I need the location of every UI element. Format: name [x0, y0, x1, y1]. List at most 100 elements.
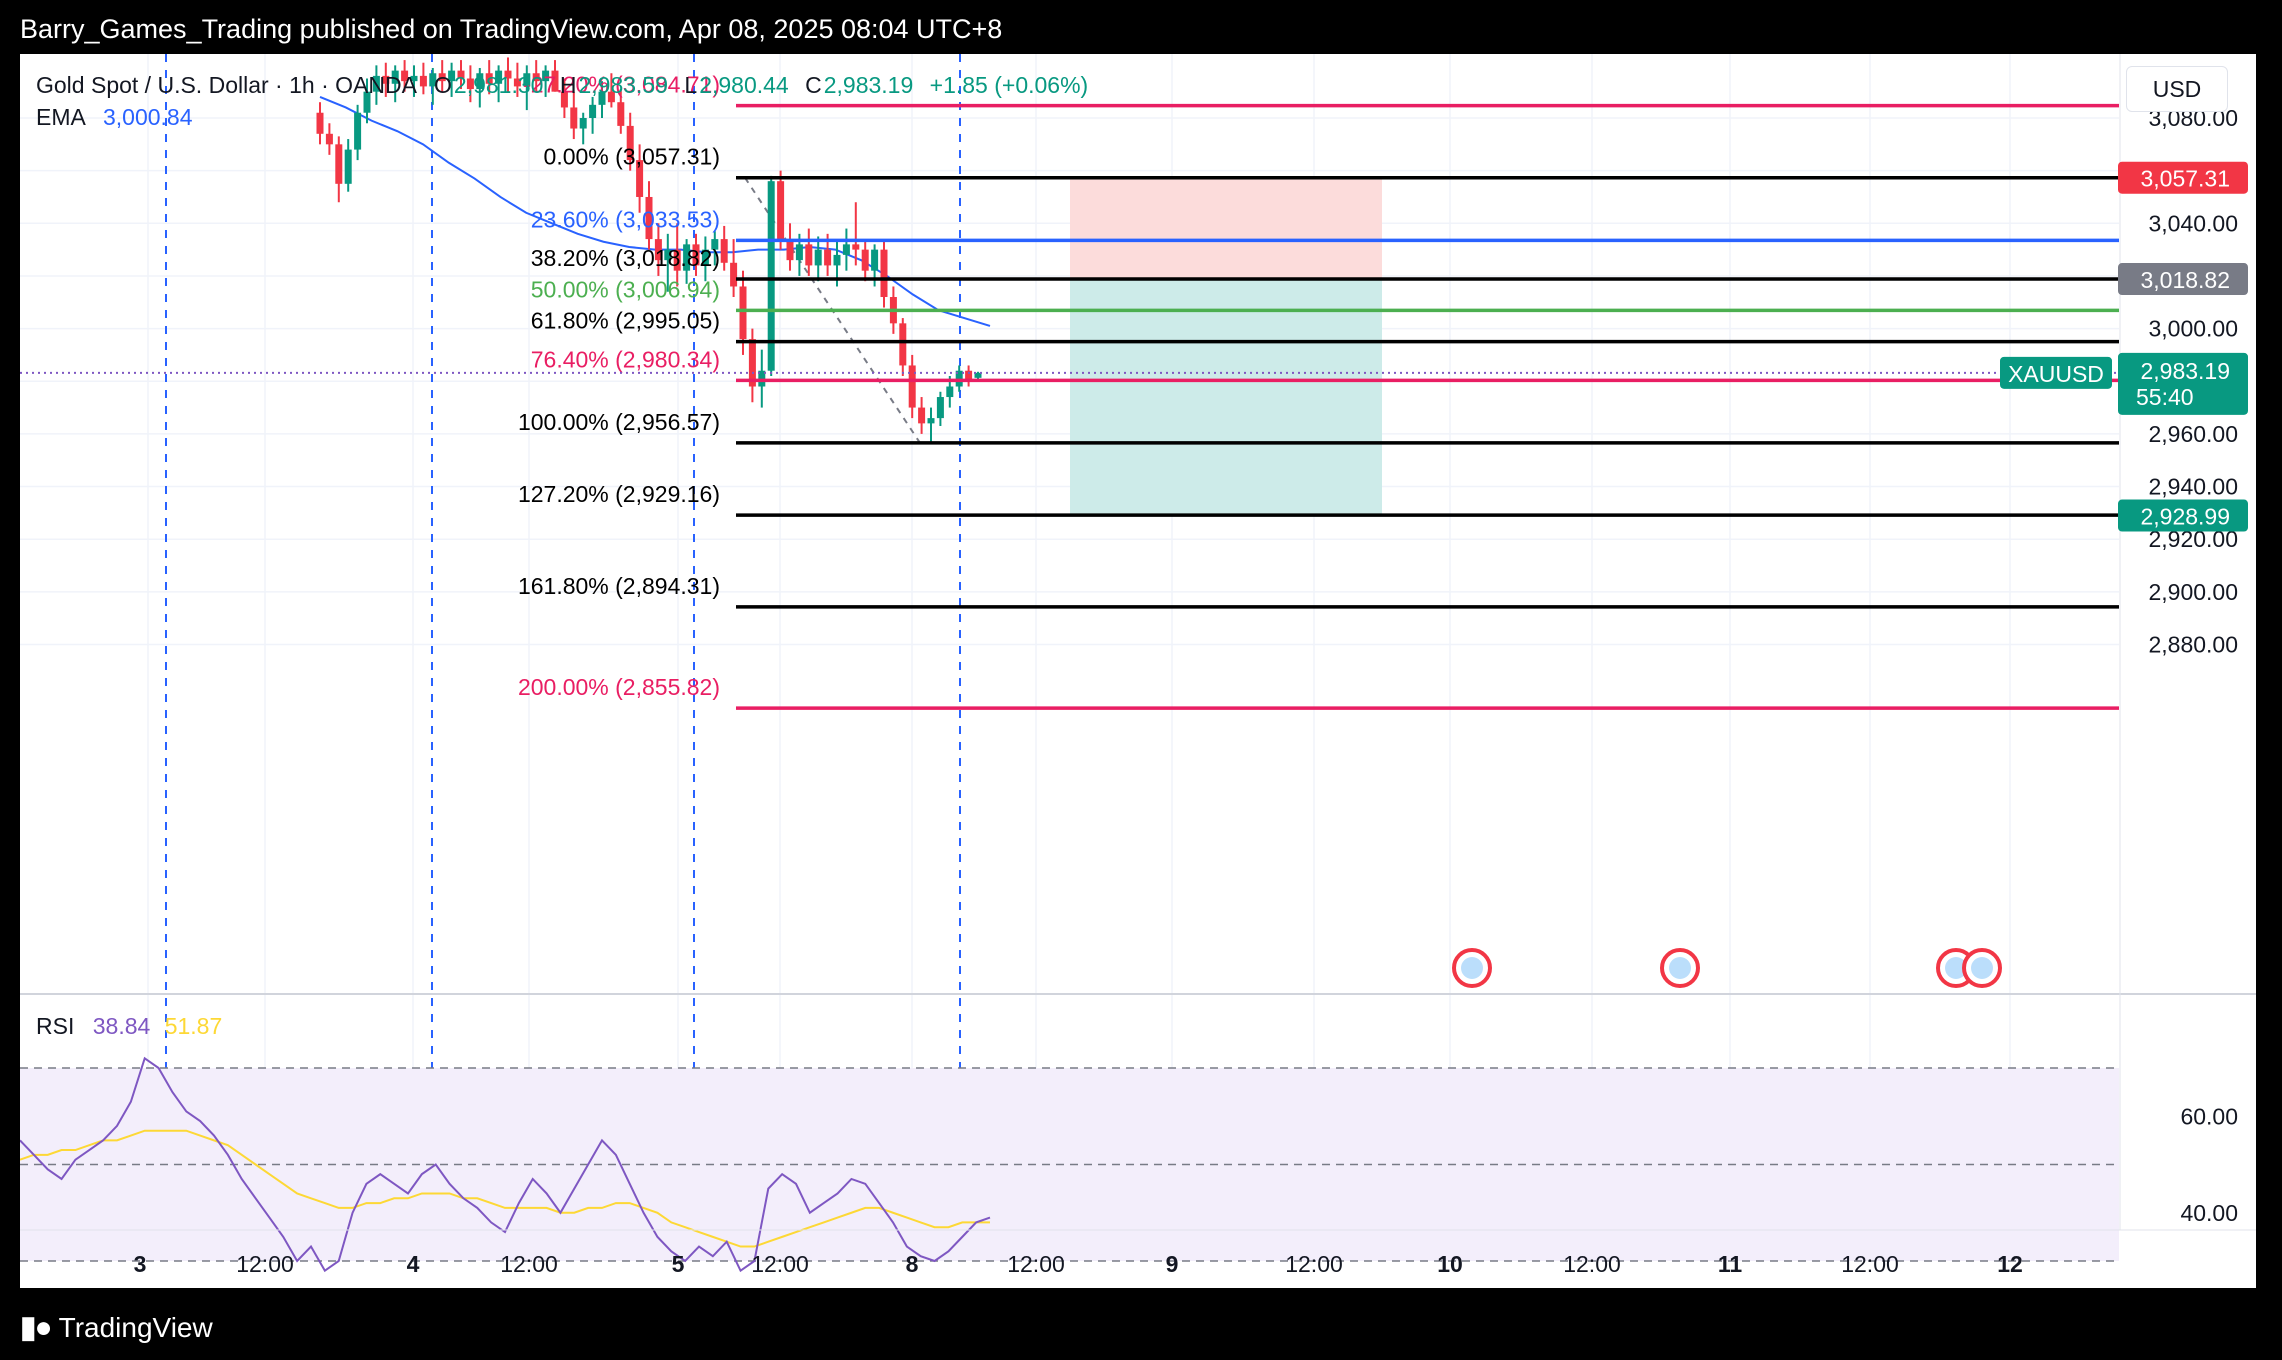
candle-body: [419, 75, 427, 87]
candle-body: [466, 78, 474, 90]
price-tag-label: 2,928.99: [2140, 504, 2230, 530]
candle-body: [654, 239, 662, 261]
publisher-line: Barry_Games_Trading published on Trading…: [20, 14, 1003, 44]
time-axis-tick: 8: [906, 1251, 919, 1277]
candle-body: [645, 196, 653, 240]
tradingview-logo-icon: ▮●: [20, 1311, 53, 1344]
candle-body: [824, 249, 832, 266]
rsi-ma-line: [20, 1129, 990, 1248]
candle-body: [711, 239, 719, 250]
candle-body: [720, 239, 728, 263]
open-value: 2,981.30: [453, 72, 544, 98]
rsi-band-background: [20, 1068, 2119, 1261]
time-axis-tick: 12:00: [1007, 1251, 1065, 1277]
time-axis-tick: 12:00: [1841, 1251, 1899, 1277]
currency-button[interactable]: USD: [2126, 66, 2228, 112]
chart-canvas[interactable]: -27.20% (3,084.71) 0.00% (3,057.31) 23.60%…: [20, 54, 2256, 1288]
time-axis-tick: 12:00: [236, 1251, 294, 1277]
last-price-tag: [2118, 352, 2248, 415]
low-value: 2,980.44: [699, 72, 789, 98]
fib-level-label: 76.40% (2,980.34): [531, 346, 720, 372]
time-axis-tick: 4: [407, 1251, 420, 1277]
candle-body: [354, 112, 362, 150]
candle-body: [476, 73, 484, 90]
candle-body: [448, 70, 456, 82]
candle-body: [936, 397, 944, 419]
price-axis-tick: 2,900.00: [2148, 579, 2238, 605]
price-tag: [2118, 499, 2248, 532]
candle-body: [974, 372, 982, 378]
us-flag-icon: [1971, 957, 1993, 979]
candle-body: [673, 249, 681, 271]
take-profit-zone: [1070, 279, 1382, 516]
symbol-label[interactable]: Gold Spot / U.S. Dollar · 1h · OANDA: [36, 72, 416, 98]
time-axis-tick: 12:00: [1285, 1251, 1343, 1277]
candle-body: [495, 70, 503, 84]
fib-level-label: 100.00% (2,956.57): [518, 409, 720, 435]
chart-panel[interactable]: -27.20% (3,084.71) 0.00% (3,057.31) 23.60%…: [20, 54, 2256, 1288]
candle-body: [598, 91, 606, 105]
candle-body: [833, 254, 841, 266]
ema-label[interactable]: EMA: [36, 104, 85, 130]
candle-body: [814, 249, 822, 266]
bar-countdown-label: 55:40: [2136, 384, 2194, 410]
rsi-axis-tick: 40.00: [2180, 1200, 2238, 1226]
rsi-legend: RSI 38.84 51.87: [36, 1013, 222, 1040]
price-axis-tick: 3,040.00: [2148, 210, 2238, 236]
candle-body: [429, 73, 437, 87]
time-axis-tick: 11: [1718, 1251, 1743, 1277]
time-axis-tick: 12:00: [1563, 1251, 1621, 1277]
close-label: C: [805, 72, 822, 98]
high-value: 2,983.59: [578, 72, 668, 98]
candle-body: [626, 125, 634, 161]
candle-body: [795, 244, 803, 261]
time-axis-tick: 12: [1997, 1251, 2023, 1277]
candle-body: [570, 107, 578, 129]
ema-value: 3,000.84: [102, 104, 193, 130]
price-tag-label: 3,018.82: [2140, 267, 2230, 293]
rsi-label[interactable]: RSI: [36, 1013, 75, 1039]
candle-body: [748, 339, 756, 387]
candle-body: [767, 181, 775, 371]
low-label: L: [684, 72, 698, 98]
candle-body: [683, 244, 691, 271]
candle-body: [899, 323, 907, 366]
candle-body: [617, 102, 625, 126]
ema-legend: EMA 3,000.84: [36, 104, 193, 131]
candle-body: [908, 365, 916, 408]
candle-body: [852, 244, 860, 250]
candle-body: [513, 78, 521, 87]
fib-level-label: 50.00% (3,006.94): [531, 276, 720, 302]
tradingview-brand[interactable]: ▮● TradingView: [20, 1310, 213, 1345]
candle-body: [344, 149, 352, 184]
candle-body: [457, 70, 465, 79]
candle-body: [636, 160, 644, 197]
fib-level-label: 61.80% (2,995.05): [531, 308, 720, 334]
candle-body: [927, 418, 935, 424]
time-axis-tick: 9: [1166, 1251, 1179, 1277]
fib-level-label: 127.20% (2,929.16): [518, 481, 720, 507]
fib-level-label: 161.80% (2,894.31): [518, 573, 720, 599]
candle-body: [363, 91, 371, 113]
price-axis-tick: 2,940.00: [2148, 474, 2238, 500]
candle-body: [532, 73, 540, 82]
fib-level-label: 0.00% (3,057.31): [544, 144, 720, 170]
candle-body: [692, 244, 700, 266]
rsi-line: [20, 1056, 991, 1273]
candle-body: [560, 91, 568, 108]
us-flag-icon: [1461, 957, 1483, 979]
us-flag-icon: [1945, 957, 1967, 979]
candle-body: [579, 118, 587, 129]
candle-body: [335, 144, 343, 184]
candle-body: [871, 249, 879, 271]
candle-body: [523, 73, 531, 87]
candle-body: [542, 70, 550, 82]
open-label: O: [434, 72, 452, 98]
symbol-tag-label: XAUUSD: [2008, 361, 2104, 387]
fib-level-label: 38.20% (3,018.82): [531, 245, 720, 271]
top-bar: Barry_Games_Trading published on Trading…: [0, 0, 2282, 54]
candle-body: [739, 286, 747, 340]
time-axis-tick: 5: [672, 1251, 685, 1277]
candle-body: [316, 112, 324, 134]
time-axis-tick: 12:00: [500, 1251, 558, 1277]
